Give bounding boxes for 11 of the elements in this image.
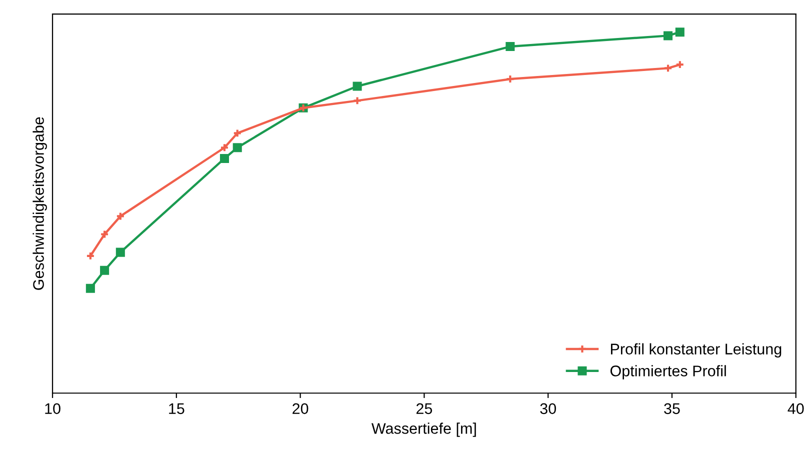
x-tick-label: 10 — [45, 403, 60, 414]
x-tick-label: 15 — [169, 403, 184, 414]
x-axis-title: Wassertiefe [m] — [372, 422, 476, 437]
legend-label: Optimiertes Profil — [610, 365, 726, 380]
x-tick-label: 25 — [416, 403, 432, 414]
legend-label: Profil konstanter Leistung — [610, 343, 782, 358]
x-tick-label: 20 — [292, 403, 308, 414]
x-tick-label: 30 — [540, 403, 556, 414]
x-tick-label: 40 — [788, 403, 804, 414]
y-axis-title: Geschwindigkeitsvorgabe — [32, 117, 47, 290]
x-tick-label: 35 — [664, 403, 680, 414]
